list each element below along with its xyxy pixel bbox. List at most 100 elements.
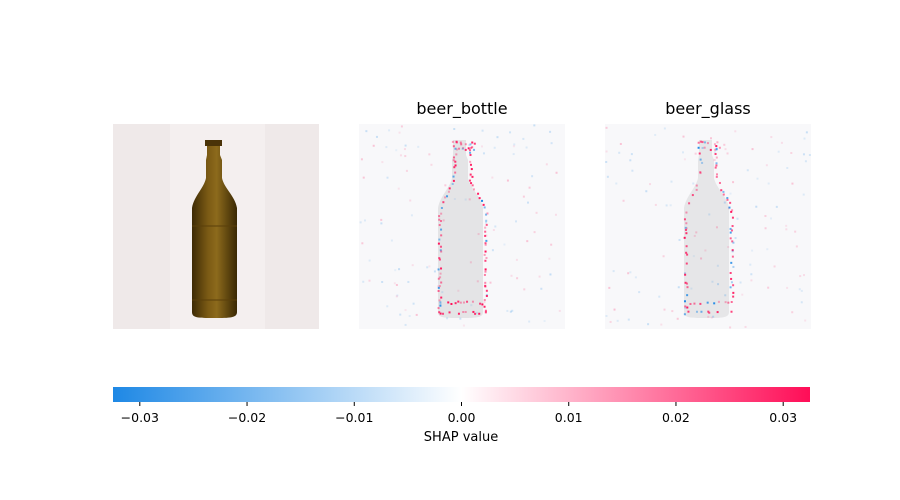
negative-attribution-pixel [469,151,472,154]
background-attribution-pixel [663,127,666,130]
background-attribution-pixel [522,137,525,140]
negative-attribution-pixel [440,206,443,209]
positive-attribution-pixel [469,146,472,149]
background-attribution-pixel [727,246,730,249]
positive-attribution-pixel [713,148,716,151]
background-attribution-pixel [475,311,478,314]
positive-attribution-pixel [469,163,472,166]
positive-attribution-pixel [452,145,455,148]
background-attribution-pixel [433,270,436,273]
background-attribution-pixel [554,213,557,216]
background-attribution-pixel [734,237,737,240]
background-attribution-pixel [736,217,739,220]
positive-attribution-pixel [439,312,442,315]
background-attribution-pixel [627,272,630,275]
background-attribution-pixel [509,131,512,134]
positive-attribution-pixel [732,284,735,287]
positive-attribution-pixel [684,273,687,276]
background-attribution-pixel [739,281,742,284]
background-attribution-pixel [360,158,363,161]
positive-attribution-pixel [469,153,472,156]
positive-attribution-pixel [438,215,441,218]
negative-attribution-pixel [683,300,686,303]
background-attribution-pixel [704,249,707,252]
background-attribution-pixel [670,180,673,183]
positive-attribution-pixel [484,285,487,288]
background-attribution-pixel [453,128,456,131]
positive-attribution-pixel [471,146,474,149]
positive-attribution-pixel [729,201,732,204]
background-attribution-pixel [515,220,518,223]
positive-attribution-pixel [451,140,454,143]
positive-attribution-pixel [683,236,686,239]
positive-attribution-pixel [484,309,487,312]
background-attribution-pixel [415,313,418,316]
positive-attribution-pixel [453,156,456,159]
background-attribution-pixel [398,131,401,134]
positive-attribution-pixel [464,310,467,313]
background-attribution-pixel [663,308,666,311]
background-attribution-pixel [428,265,431,268]
positive-attribution-pixel [699,302,702,305]
negative-attribution-pixel [483,206,486,209]
background-attribution-pixel [441,291,444,294]
background-attribution-pixel [381,280,384,283]
positive-attribution-pixel [462,147,465,150]
negative-attribution-pixel [713,302,716,305]
positive-attribution-pixel [438,285,441,288]
background-attribution-pixel [764,227,767,230]
background-attribution-pixel [365,130,368,133]
colorbar-tick-label: −0.03 [120,410,159,425]
positive-attribution-pixel [720,189,723,192]
background-attribution-pixel [750,279,753,282]
background-attribution-pixel [685,227,688,230]
background-attribution-pixel [558,309,561,312]
background-attribution-pixel [533,124,536,127]
negative-attribution-pixel [730,281,733,284]
positive-attribution-pixel [471,175,474,178]
background-attribution-pixel [795,245,798,248]
positive-attribution-pixel [469,160,472,163]
background-attribution-pixel [694,152,697,155]
positive-attribution-pixel [685,211,688,214]
positive-attribution-pixel [460,143,463,146]
background-attribution-pixel [708,213,711,216]
positive-attribution-pixel [472,310,475,313]
positive-attribution-pixel [684,228,687,231]
beer-bottle-shap-panel [359,124,565,329]
positive-attribution-pixel [686,282,689,285]
background-attribution-pixel [766,248,769,251]
background-attribution-pixel [741,293,744,296]
positive-attribution-pixel [437,289,440,292]
background-attribution-pixel [683,158,686,161]
background-attribution-pixel [512,153,515,156]
background-attribution-pixel [372,144,375,147]
panel-title-beer-bottle: beer_bottle [416,99,508,118]
positive-attribution-pixel [697,141,700,144]
positive-attribution-pixel [453,166,456,169]
positive-attribution-pixel [439,272,442,275]
positive-attribution-pixel [457,312,460,315]
background-attribution-pixel [765,164,768,167]
background-attribution-pixel [359,221,362,224]
background-attribution-pixel [395,283,398,286]
background-attribution-pixel [526,201,529,204]
background-attribution-pixel [660,323,663,326]
positive-attribution-pixel [684,281,687,284]
background-attribution-pixel [790,152,793,155]
background-attribution-pixel [481,145,484,148]
positive-attribution-pixel [439,245,442,248]
positive-attribution-pixel [706,142,709,145]
background-attribution-pixel [767,286,770,289]
positive-attribution-pixel [454,171,457,174]
negative-attribution-pixel [438,238,441,241]
positive-attribution-pixel [714,166,717,169]
negative-attribution-pixel [722,190,725,193]
background-attribution-pixel [540,287,543,290]
positive-attribution-pixel [722,193,725,196]
positive-attribution-pixel [459,141,462,144]
background-attribution-pixel [684,307,687,310]
background-attribution-pixel [476,280,479,283]
negative-attribution-pixel [731,250,734,253]
negative-attribution-pixel [473,148,476,151]
